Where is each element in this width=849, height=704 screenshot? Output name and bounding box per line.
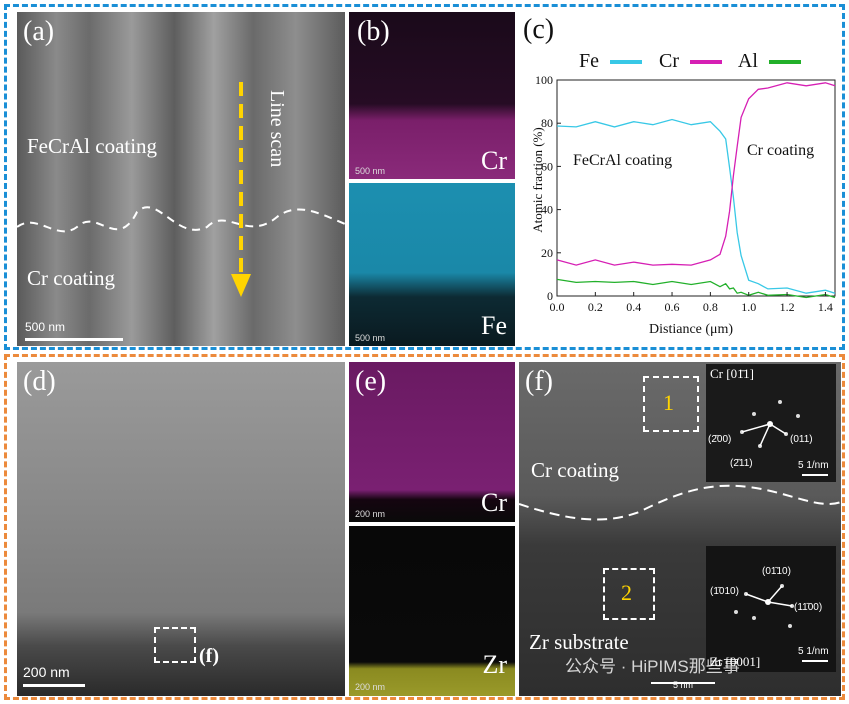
panel-f-label: (f) [525, 366, 553, 398]
panel-a-tem-image: (a) FeCrAl coating Cr coating Line scan … [17, 12, 345, 346]
panel-e-scale2: 200 nm [355, 682, 385, 692]
fft-zr-spot-0110: (01̄10) [762, 566, 791, 577]
panel-b-fe-text: Fe [481, 311, 507, 341]
x-tick-label: 0.4 [626, 300, 641, 314]
panel-e-cr-text: Cr [481, 488, 507, 518]
roi-box-2-label: 2 [621, 580, 632, 606]
annotation-cr: Cr coating [747, 142, 814, 160]
annotation-fecral: FeCrAl coating [573, 152, 672, 170]
panel-b-label: (b) [357, 16, 390, 48]
fft-cr-scalebar [802, 474, 828, 476]
watermark-text: 公众号 · HiPIMS那些事 [565, 652, 740, 677]
panel-b-cr-text: Cr [481, 146, 507, 176]
fft-zr-spot-1100: (11̄00) [794, 602, 822, 613]
fft-cr-spot-011: (011) [790, 434, 813, 445]
panel-d-scalebar [23, 684, 85, 687]
panel-b-cr-map: (b) Cr 500 nm [349, 12, 515, 179]
fft-inset-cr: Cr [01̄1] (2̄00) (011) (2̄11) 5 1/nm [706, 364, 836, 482]
panel-d-scale-text: 200 nm [23, 664, 70, 680]
panel-b-scale2: 500 nm [355, 333, 385, 343]
panel-e-scale1: 200 nm [355, 509, 385, 519]
fft-cr-scale: 5 1/nm [798, 460, 829, 471]
panel-d-roi-box [154, 627, 196, 663]
panel-a-scale-text: 500 nm [25, 320, 65, 334]
x-axis-label: Distiance (μm) [649, 322, 733, 338]
line-scan-label: Line scan [265, 90, 288, 167]
x-tick-label: 1.4 [818, 300, 833, 314]
fft-cr-spot-211: (2̄11) [730, 458, 753, 469]
x-tick-label: 0.6 [665, 300, 680, 314]
fft-zr-spot-1010: (1̄010) [710, 586, 739, 597]
panel-a-label: (a) [23, 16, 54, 48]
panel-d-tem-image: (d) (f) 200 nm [17, 362, 345, 696]
y-tick-label: 100 [535, 73, 553, 87]
panel-c-chart: (c) Fe Cr Al 0.0 0.2 0.4 0.6 0.8 1.0 1.2 1.4 0 20… [519, 12, 841, 346]
panel-e-cr-map: (e) Cr 200 nm [349, 362, 515, 522]
panel-a-scalebar [25, 338, 123, 341]
series-line-cr [557, 83, 835, 265]
y-tick-label: 0 [547, 289, 553, 303]
fft-zr-scale: 5 1/nm [798, 646, 829, 657]
panel-e-zr-text: Zr [482, 650, 507, 680]
y-tick-label: 20 [541, 246, 553, 260]
roi-box-1-label: 1 [663, 390, 674, 416]
panel-a-overlay [17, 12, 345, 346]
x-tick-label: 1.0 [741, 300, 756, 314]
x-tick-label: 1.2 [780, 300, 795, 314]
x-tick-label: 0.8 [703, 300, 718, 314]
panel-d-label: (d) [23, 366, 56, 398]
cr-coating-label: Cr coating [27, 266, 115, 291]
fft-zr-scalebar [802, 660, 828, 662]
panel-f-scale-text: 5 nm [673, 680, 693, 690]
panel-e-label: (e) [355, 366, 386, 398]
fft-cr-spot-200: (2̄00) [708, 434, 731, 445]
fecral-coating-label: FeCrAl coating [27, 134, 157, 159]
panel-f-hrtem-image: (f) 1 2 Cr coating Zr substrate Cr [01̄1… [519, 362, 841, 696]
cr-coating-text: Cr coating [531, 458, 619, 483]
y-axis-label: Atomic fraction (%) [530, 115, 546, 245]
fft-cr-title: Cr [01̄1] [710, 366, 754, 382]
panel-e-zr-map: Zr 200 nm [349, 526, 515, 696]
series-line-al [557, 279, 835, 297]
panel-d-box-label: (f) [199, 645, 219, 668]
x-tick-label: 0.2 [588, 300, 603, 314]
panel-b-scale1: 500 nm [355, 166, 385, 176]
panel-b-fe-map: Fe 500 nm [349, 183, 515, 346]
